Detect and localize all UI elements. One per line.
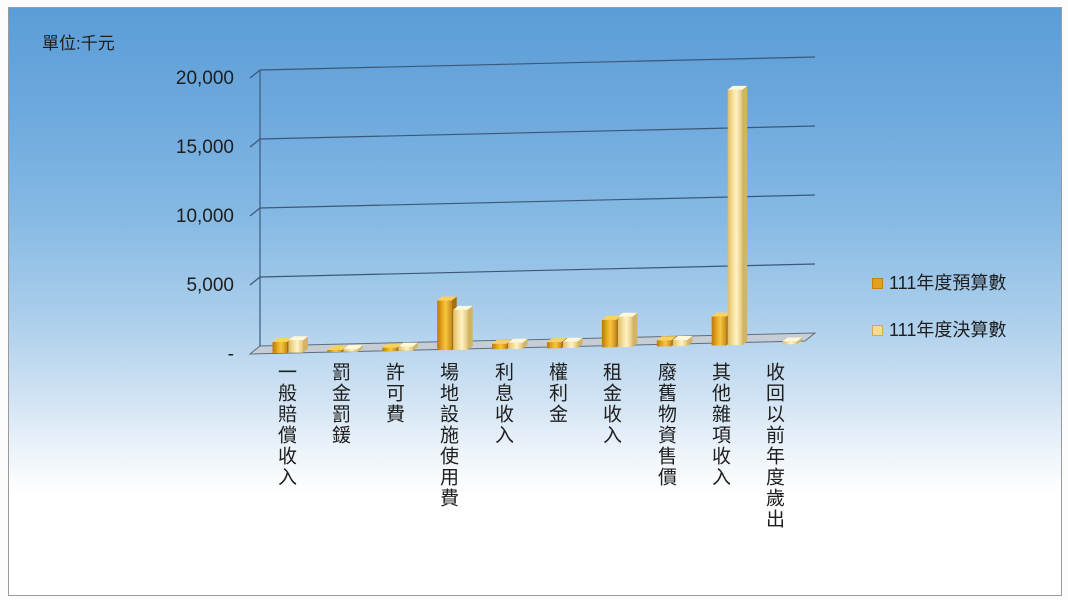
bar-front-face	[508, 342, 523, 349]
bar-side-face	[522, 338, 528, 349]
bar-top-face	[398, 342, 418, 347]
legend-item-final: 111年度決算數	[872, 319, 1006, 341]
bar-top-face	[272, 337, 292, 342]
bar-front-face	[711, 316, 727, 346]
bar-side-face	[412, 342, 418, 351]
bar-front-face	[782, 341, 798, 345]
bar-top-face	[382, 343, 402, 348]
bar-top-face	[656, 336, 677, 341]
bar-front-face	[343, 348, 358, 352]
bar-side-face	[797, 337, 803, 345]
final-bar	[398, 342, 418, 351]
bar-front-face	[656, 340, 672, 347]
bar-front-face	[672, 339, 688, 347]
bar-front-face	[601, 319, 617, 348]
gridline	[259, 56, 816, 71]
category-label: 利息收入	[492, 362, 513, 446]
y-tick-label: 20,000	[176, 68, 234, 89]
bar-top-face	[508, 338, 528, 343]
category-label: 廢舊物資售價	[655, 362, 676, 488]
bar-top-face	[288, 336, 308, 341]
side-gridline	[249, 69, 261, 79]
category-label: 租金收入	[600, 362, 621, 446]
bar-side-face	[632, 312, 638, 348]
bar-top-face	[601, 315, 622, 320]
bar-front-face	[272, 341, 287, 353]
final-bar	[288, 336, 308, 353]
bar-top-face	[492, 339, 512, 344]
bar-side-face	[577, 337, 583, 349]
bar-front-face	[453, 309, 468, 350]
final-bar	[453, 305, 473, 350]
bar-top-face	[563, 337, 583, 342]
bar-top-face	[672, 335, 693, 340]
bar-side-face	[303, 336, 308, 353]
bar-front-face	[327, 349, 342, 353]
legend-swatch	[872, 324, 883, 336]
category-label: 一般賠償收入	[275, 362, 296, 488]
bar-front-face	[288, 340, 303, 353]
final-bar	[617, 312, 638, 348]
bar-front-face	[437, 300, 452, 351]
y-tick-label: -	[228, 344, 234, 365]
bar-side-face	[357, 344, 363, 352]
bar-front-face	[398, 346, 413, 351]
bar-top-face	[547, 338, 567, 343]
legend-swatch	[872, 277, 883, 289]
final-bar	[672, 335, 693, 347]
side-gridline	[249, 207, 261, 217]
gridline	[259, 194, 816, 209]
category-label: 收回以前年度歲出	[763, 362, 784, 530]
final-bar	[563, 337, 583, 349]
legend-label: 111年度決算數	[889, 320, 1007, 340]
bar-top-face	[727, 85, 748, 90]
bar-top-face	[343, 344, 363, 349]
final-bar	[782, 337, 803, 345]
final-bar	[727, 85, 748, 346]
chart-area	[8, 7, 1062, 596]
category-label: 罰金罰鍰	[329, 362, 350, 446]
category-label: 其他雜項收入	[709, 362, 730, 488]
bar-front-face	[563, 341, 578, 349]
gridline	[259, 263, 816, 278]
bar-top-face	[437, 296, 457, 301]
bar-side-face	[742, 85, 748, 346]
side-gridline	[249, 276, 261, 286]
bar-front-face	[382, 347, 397, 352]
bar-front-face	[492, 343, 507, 350]
legend-label: 111年度預算數	[889, 273, 1007, 293]
category-label: 許可費	[383, 362, 404, 425]
bar-side-face	[467, 305, 473, 350]
bar-top-face	[327, 345, 347, 350]
legend-item-budget: 111年度預算數	[872, 272, 1006, 294]
category-label: 權利金	[546, 362, 567, 425]
final-bar	[343, 344, 363, 352]
y-tick-label: 5,000	[186, 275, 234, 296]
bar-top-face	[453, 305, 473, 310]
side-gridline	[249, 138, 261, 148]
y-tick-label: 15,000	[176, 137, 234, 158]
bar-front-face	[617, 316, 633, 348]
unit-label: 單位:千元	[42, 34, 115, 53]
bar-top-face	[617, 312, 638, 317]
y-tick-label: 10,000	[176, 206, 234, 227]
gridline	[259, 125, 816, 140]
final-bar	[508, 338, 528, 349]
category-label: 場地設施使用費	[437, 362, 458, 509]
bar-top-face	[782, 337, 803, 342]
bar-front-face	[547, 342, 562, 349]
bar-top-face	[711, 312, 732, 317]
bar-side-face	[687, 335, 693, 347]
bar-front-face	[727, 89, 743, 346]
